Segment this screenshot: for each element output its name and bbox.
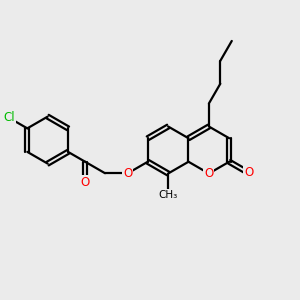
Text: O: O	[80, 176, 90, 189]
Text: Cl: Cl	[3, 111, 15, 124]
Text: O: O	[123, 167, 133, 180]
Text: O: O	[244, 167, 253, 179]
Text: CH₃: CH₃	[158, 190, 178, 200]
Text: O: O	[204, 167, 214, 180]
